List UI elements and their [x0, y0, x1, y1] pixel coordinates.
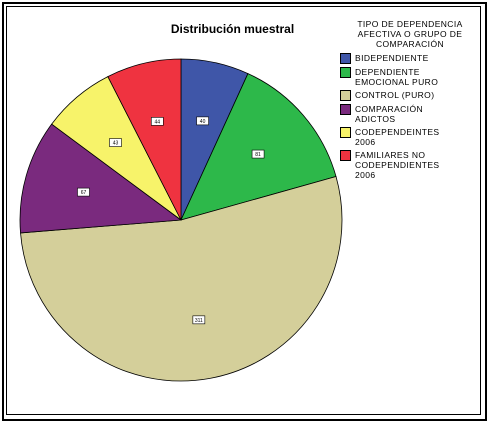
value-label: 67 — [81, 190, 87, 196]
legend-item: BIDEPENDIENTE — [340, 53, 480, 64]
legend-label: COMPARACIÓN ADICTOS — [355, 104, 423, 124]
legend-label: CODEPENDEINTES 2006 — [355, 127, 440, 147]
value-label: 40 — [200, 119, 206, 125]
pie-slice — [107, 58, 182, 221]
value-label-box — [109, 138, 122, 147]
legend: TIPO DE DEPENDENCIA AFECTIVA O GRUPO DE … — [340, 19, 480, 183]
legend-label: CONTROL (PURO) — [355, 90, 435, 100]
legend-item: CODEPENDEINTES 2006 — [340, 127, 480, 147]
value-label: 311 — [195, 318, 203, 324]
legend-swatch — [340, 53, 351, 64]
pie-slice — [180, 73, 337, 221]
legend-item: FAMILIARES NO CODEPENDIENTES 2006 — [340, 150, 480, 180]
value-label-box — [192, 315, 206, 325]
value-label-box — [150, 117, 164, 126]
inner-frame — [6, 6, 481, 415]
legend-item: DEPENDIENTE EMOCIONAL PURO — [340, 67, 480, 87]
legend-swatch — [340, 67, 351, 78]
outer-frame — [2, 2, 487, 421]
value-label: 81 — [255, 152, 261, 158]
pie-slice — [20, 176, 343, 382]
chart-title: Distribución muestral — [170, 22, 295, 36]
legend-label: DEPENDIENTE EMOCIONAL PURO — [355, 67, 439, 87]
value-label-box — [196, 116, 209, 126]
legend-item: CONTROL (PURO) — [340, 90, 480, 101]
value-label: 44 — [155, 119, 161, 125]
legend-swatch — [340, 127, 351, 138]
legend-label: FAMILIARES NO CODEPENDIENTES 2006 — [355, 150, 440, 180]
value-label-box — [251, 149, 265, 159]
legend-title: TIPO DE DEPENDENCIA AFECTIVA O GRUPO DE … — [357, 19, 463, 49]
value-label: 43 — [113, 141, 119, 147]
legend-swatch — [340, 90, 351, 101]
legend-item: COMPARACIÓN ADICTOS — [340, 104, 480, 124]
legend-swatch — [340, 104, 351, 115]
pie-slice — [19, 123, 183, 234]
legend-swatch — [340, 150, 351, 161]
legend-label: BIDEPENDIENTE — [355, 53, 429, 63]
value-label-box — [77, 187, 90, 197]
